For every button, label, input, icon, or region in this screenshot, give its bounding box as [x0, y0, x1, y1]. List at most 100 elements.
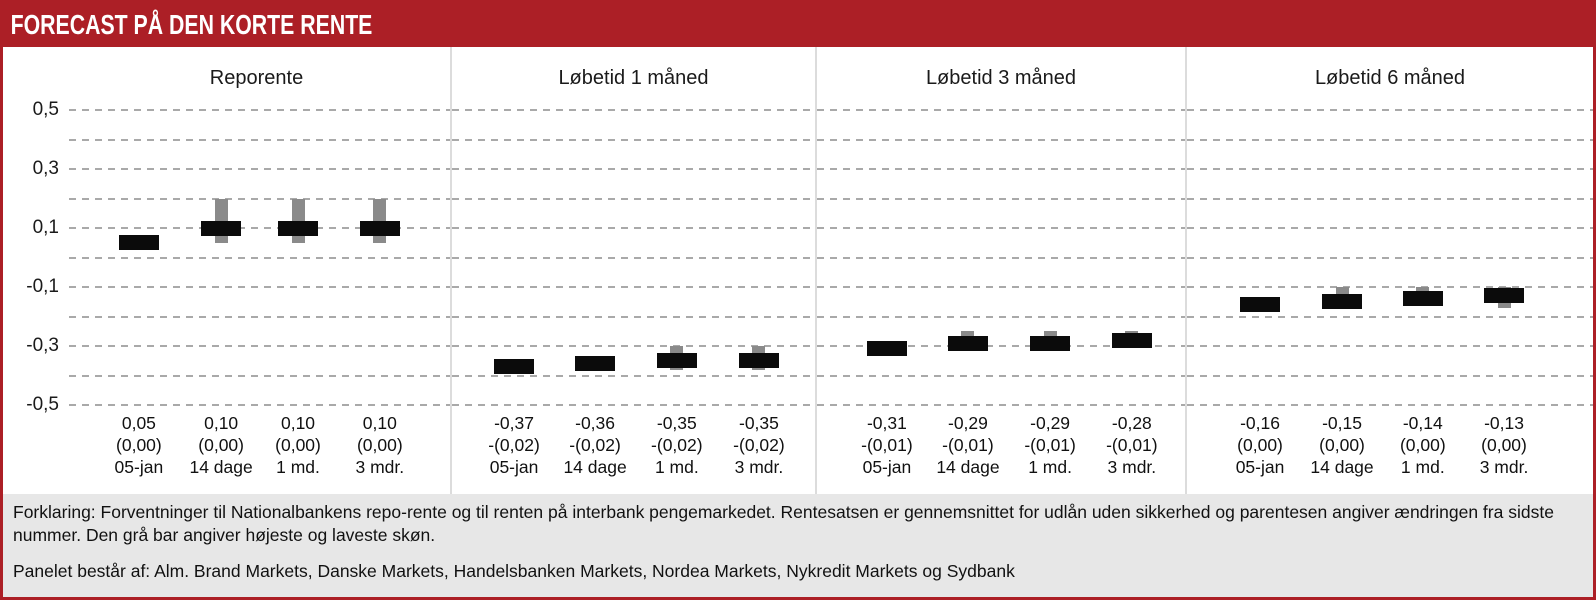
estimate-bar [947, 335, 988, 351]
period-label: 05-jan [489, 457, 539, 477]
gridline [452, 286, 815, 288]
footnote: Forklaring: Forventninger til Nationalba… [3, 494, 1593, 597]
gridline [69, 374, 450, 377]
estimate-bar [494, 359, 535, 375]
gridline [817, 168, 1185, 170]
gridline [817, 256, 1185, 259]
gridline [452, 168, 815, 170]
point-label-group: -0,13 (0,00) 3 mdr. [1442, 412, 1566, 478]
value-label: 0,10 [204, 413, 239, 433]
gridline [1187, 109, 1593, 111]
change-label: -(0,02) [488, 435, 540, 455]
gridline [817, 374, 1185, 377]
gridline [69, 256, 450, 259]
point-label-group: -0,15 (0,00) 14 dage [1280, 412, 1404, 478]
point-label-group: -0,16 (0,00) 05-jan [1198, 412, 1322, 478]
footnote-panel-members: Panelet består af: Alm. Brand Markets, D… [13, 561, 1015, 581]
point-label-group: 0,10 (0,00) 3 mdr. [318, 412, 442, 478]
panel-title: Reporente [209, 67, 304, 89]
point-label-group: -0,29 -(0,01) 1 md. [988, 412, 1112, 478]
y-axis-tick: 0,5 [32, 99, 59, 120]
panel-loebetid-3-maaned: Løbetid 3 måned -0,31 -(0,01) 05-jan -0,29 -(… [815, 47, 1185, 494]
change-label: (0,00) [1319, 435, 1365, 455]
value-label: 0,05 [121, 413, 156, 433]
period-label: 1 md. [1028, 457, 1072, 477]
gridline [1187, 374, 1593, 377]
estimate-bar [1322, 294, 1363, 310]
gridline [1187, 286, 1593, 288]
value-label: -0,31 [866, 413, 907, 433]
gridline [817, 227, 1185, 229]
gridline [69, 404, 450, 406]
estimate-bar [278, 220, 319, 236]
gridline [69, 227, 450, 229]
panel-title: Løbetid 6 måned [1314, 67, 1466, 89]
gridline [817, 109, 1185, 111]
estimate-bar [201, 220, 242, 236]
gridline [452, 109, 815, 111]
point-label-group: -0,28 -(0,01) 3 mdr. [1070, 412, 1194, 478]
value-label: -0,28 [1111, 413, 1152, 433]
panel-reporente: Reporente 0,5 0,3 0,1 -0,1 -0,3 -0,5 0,05 (0,00)… [3, 47, 450, 494]
estimate-bar [1240, 297, 1281, 313]
gridline [69, 109, 450, 111]
gridline [69, 345, 450, 347]
change-label: (0,00) [198, 435, 244, 455]
panel-title: Løbetid 1 måned [558, 67, 709, 89]
change-label: (0,00) [1481, 435, 1527, 455]
gridline [69, 315, 450, 318]
gridline [452, 227, 815, 229]
gridline [817, 286, 1185, 288]
change-label: (0,00) [356, 435, 403, 455]
point-label-group: -0,37 -(0,02) 05-jan [452, 412, 576, 478]
estimate-bar [1484, 288, 1525, 304]
gridline [1187, 256, 1593, 259]
gridline [1187, 168, 1593, 170]
period-label: 05-jan [1235, 457, 1285, 477]
panel-loebetid-1-maaned: Løbetid 1 måned -0,37 -(0,02) 05-jan -0,36 -(… [450, 47, 815, 494]
footnote-explanation: Forklaring: Forventninger til Nationalba… [13, 502, 1554, 545]
panel-title: Løbetid 3 måned [925, 67, 1077, 89]
estimate-bar [1030, 335, 1071, 351]
gridline [817, 197, 1185, 200]
value-label: -0,37 [494, 413, 534, 433]
point-label-group: -0,36 -(0,02) 14 dage [533, 412, 657, 478]
gridline [452, 138, 815, 141]
gridline [452, 374, 815, 377]
change-label: -(0,01) [942, 435, 994, 455]
value-label: -0,29 [948, 413, 988, 433]
value-label: 0,10 [280, 413, 316, 433]
value-label: -0,15 [1322, 413, 1362, 433]
change-label: -(0,01) [861, 435, 913, 455]
gridline [452, 345, 815, 347]
value-label: -0,16 [1240, 413, 1280, 433]
estimate-bar [656, 353, 697, 369]
gridline [69, 286, 450, 288]
period-label: 14 dage [1310, 457, 1374, 477]
gridline [817, 345, 1185, 347]
y-axis-tick: 0,3 [32, 158, 59, 179]
point-label-group: -0,31 -(0,01) 05-jan [825, 412, 949, 478]
change-label: -(0,01) [1106, 435, 1158, 455]
point-label-group: -0,35 -(0,02) 3 mdr. [697, 412, 821, 478]
chart-title: FORECAST PÅ DEN KORTE RENTE [10, 9, 373, 40]
estimate-bar [1402, 291, 1443, 307]
value-label: -0,29 [1030, 413, 1071, 433]
change-label: -(0,02) [733, 435, 785, 455]
estimate-bar [118, 235, 159, 251]
value-label: -0,36 [575, 413, 616, 433]
gridline [452, 404, 815, 406]
period-label: 05-jan [862, 457, 912, 477]
point-label-group: 0,10 (0,00) 14 dage [159, 412, 283, 478]
period-label: 14 dage [936, 457, 1000, 477]
gridline [452, 197, 815, 200]
value-label: -0,14 [1402, 413, 1443, 433]
period-label: 05-jan [114, 457, 164, 477]
y-axis-tick: 0,1 [32, 217, 59, 238]
period-label: 3 mdr. [355, 457, 405, 477]
gridline [452, 256, 815, 259]
value-label: -0,35 [739, 413, 779, 433]
gridline [69, 168, 450, 170]
change-label: (0,00) [1399, 435, 1446, 455]
estimate-bar [359, 220, 400, 236]
